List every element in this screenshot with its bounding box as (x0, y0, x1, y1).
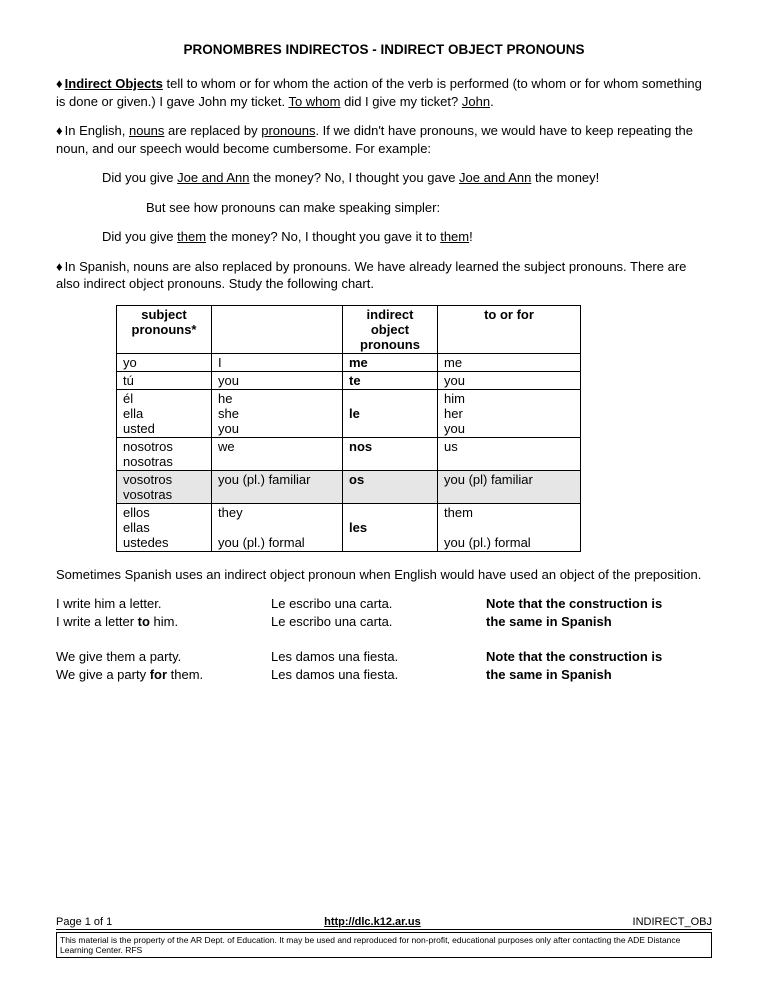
examples-grid: I write him a letter.Le escribo una cart… (56, 595, 712, 683)
chart-row: vosotrosvosotrasyou (pl.) familiarosyou … (117, 470, 581, 503)
chart-cell: élellausted (117, 389, 212, 437)
chart-cell: we (212, 437, 343, 470)
chart-cell: himheryou (438, 389, 581, 437)
chart-cell: me (438, 353, 581, 371)
paragraph-english-pronouns: In English, nouns are replaced by pronou… (56, 122, 712, 157)
chart-cell: nos (343, 437, 438, 470)
paragraph-spanish-pronouns: In Spanish, nouns are also replaced by p… (56, 258, 712, 293)
footer-page: Page 1 of 1 (56, 916, 112, 928)
chart-header (212, 305, 343, 353)
example-cell: We give a party for them. (56, 666, 271, 684)
example-cell: Les damos una fiesta. (271, 648, 486, 666)
example-cell: Le escribo una carta. (271, 595, 486, 613)
chart-cell: me (343, 353, 438, 371)
chart-cell: us (438, 437, 581, 470)
chart-cell: nosotrosnosotras (117, 437, 212, 470)
document-page: PRONOMBRES INDIRECTOS - INDIRECT OBJECT … (0, 0, 768, 994)
chart-cell: you (pl) familiar (438, 470, 581, 503)
footer-copyright: This material is the property of the AR … (56, 932, 712, 958)
chart-cell: you (438, 371, 581, 389)
example-cell: I write him a letter. (56, 595, 271, 613)
example-cell (56, 631, 271, 649)
chart-cell: I (212, 353, 343, 371)
example-cell: the same in Spanish (486, 666, 712, 684)
example-cell (271, 631, 486, 649)
chart-cell: theyyou (pl.) formal (212, 503, 343, 551)
chart-header: subject pronouns* (117, 305, 212, 353)
example-cell: the same in Spanish (486, 613, 712, 631)
chart-cell: themyou (pl.) formal (438, 503, 581, 551)
example-line-2: But see how pronouns can make speaking s… (146, 199, 712, 217)
chart-cell: le (343, 389, 438, 437)
paragraph-indirect-objects: Indirect Objects tell to whom or for who… (56, 75, 712, 110)
example-cell: Le escribo una carta. (271, 613, 486, 631)
chart-cell: ellosellasustedes (117, 503, 212, 551)
chart-header: indirect object pronouns (343, 305, 438, 353)
chart-header: to or for (438, 305, 581, 353)
example-cell: Les damos una fiesta. (271, 666, 486, 684)
chart-row: nosotrosnosotraswenosus (117, 437, 581, 470)
footer-code: INDIRECT_OBJ (633, 916, 712, 928)
pronoun-chart: subject pronouns* indirect object pronoun… (116, 305, 581, 552)
chart-cell: vosotrosvosotras (117, 470, 212, 503)
chart-row: túyouteyou (117, 371, 581, 389)
footer-url[interactable]: http://dlc.k12.ar.us (324, 916, 421, 928)
example-cell (486, 631, 712, 649)
chart-cell: te (343, 371, 438, 389)
chart-cell: you (212, 371, 343, 389)
example-line-1: Did you give Joe and Ann the money? No, … (102, 169, 712, 187)
chart-cell: you (pl.) familiar (212, 470, 343, 503)
example-line-3: Did you give them the money? No, I thoug… (102, 228, 712, 246)
chart-row: élellaustedhesheyoulehimheryou (117, 389, 581, 437)
example-cell: We give them a party. (56, 648, 271, 666)
chart-cell: yo (117, 353, 212, 371)
page-title: PRONOMBRES INDIRECTOS - INDIRECT OBJECT … (56, 42, 712, 57)
chart-row: ellosellasustedestheyyou (pl.) formalles… (117, 503, 581, 551)
example-cell: Note that the construction is (486, 648, 712, 666)
paragraph-sometimes: Sometimes Spanish uses an indirect objec… (56, 566, 712, 584)
example-cell: Note that the construction is (486, 595, 712, 613)
chart-cell: les (343, 503, 438, 551)
chart-row: yoImeme (117, 353, 581, 371)
chart-cell: hesheyou (212, 389, 343, 437)
chart-cell: tú (117, 371, 212, 389)
page-footer: Page 1 of 1 http://dlc.k12.ar.us INDIREC… (56, 916, 712, 958)
chart-cell: os (343, 470, 438, 503)
example-cell: I write a letter to him. (56, 613, 271, 631)
